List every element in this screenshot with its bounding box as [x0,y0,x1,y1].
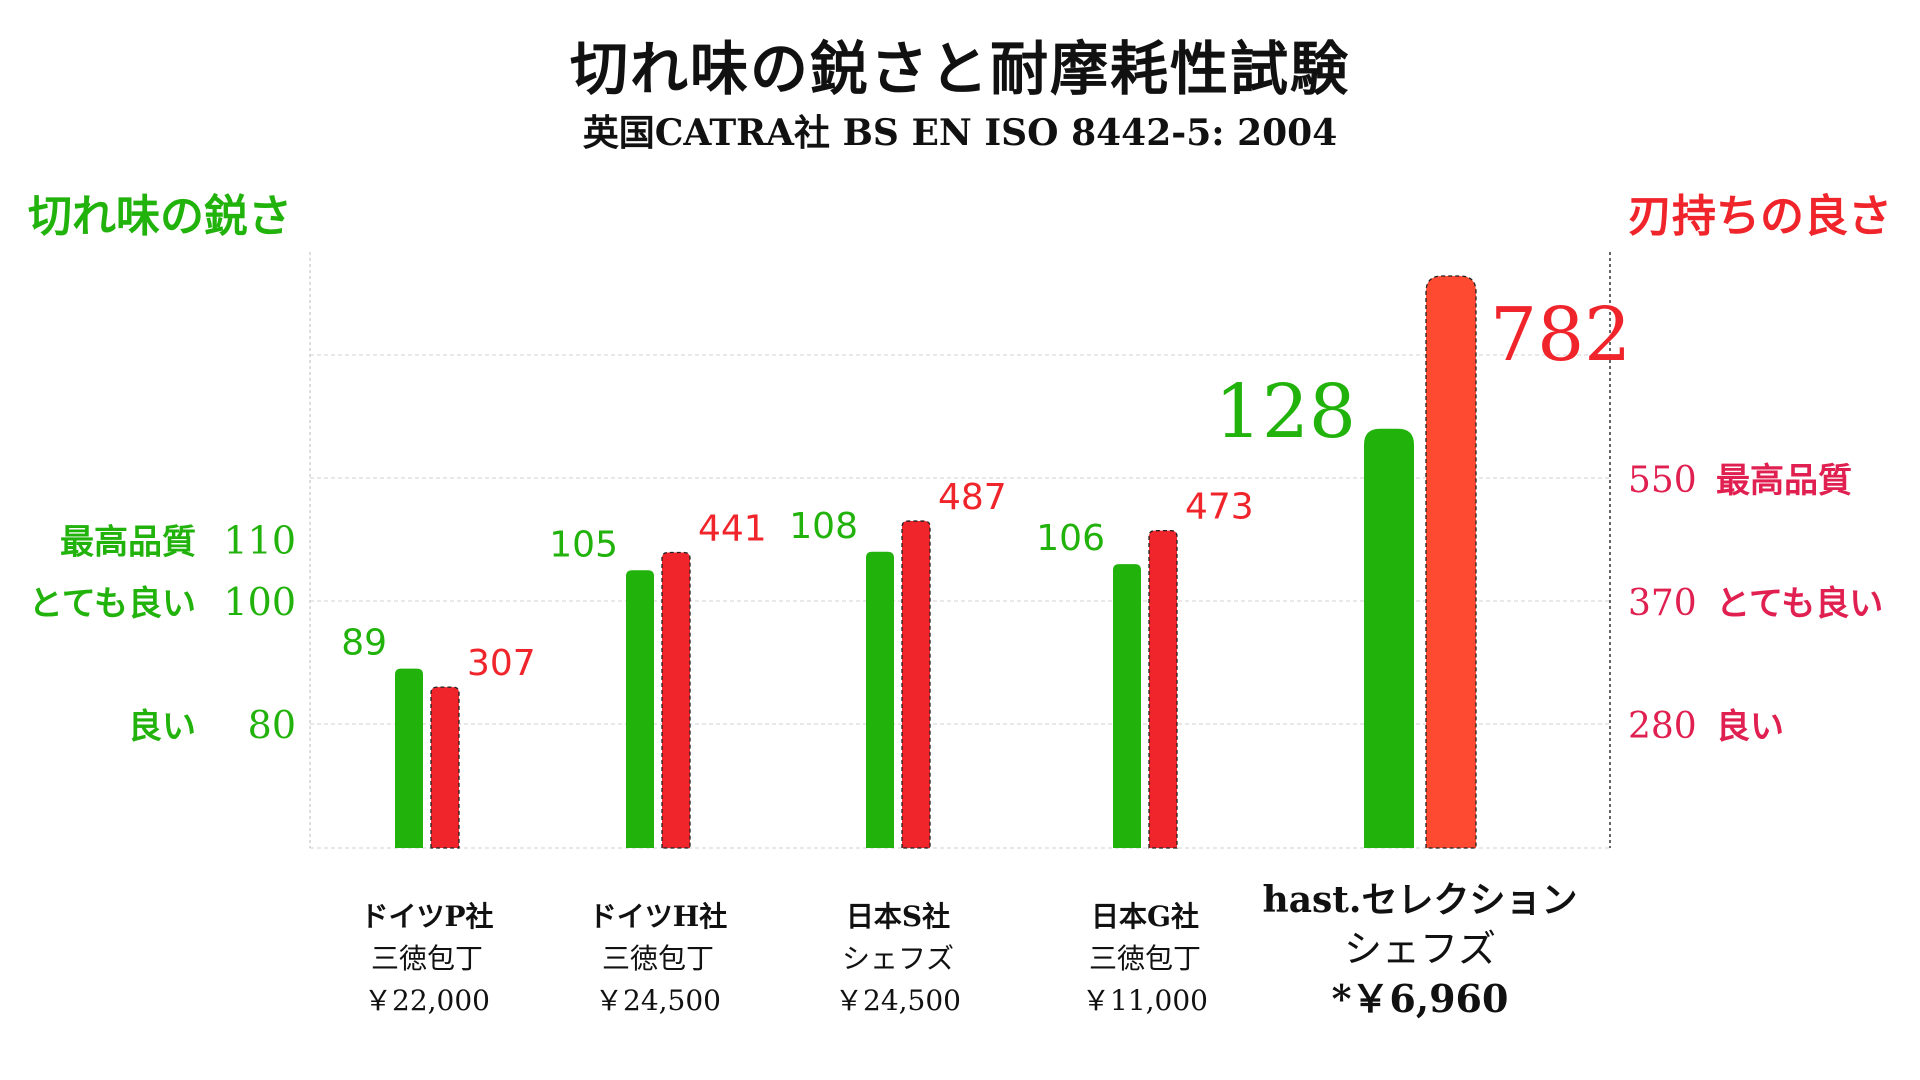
sharpness-bar [626,570,654,848]
right-axis-title: 刃持ちの良さ [1628,191,1892,242]
sharpness-value-label: 108 [789,506,858,547]
category-label: 三徳包丁 [1089,942,1201,975]
right-tick-rating: 良い [1716,707,1784,747]
category-label: 三徳包丁 [602,942,714,975]
right-tick-label: 550 [1628,460,1697,501]
durability-bar [901,520,931,849]
category-label: ￥22,000 [364,984,490,1017]
durability-value-label: 441 [698,508,767,549]
category-label: ドイツP社 [360,900,493,933]
chart-title: 切れ味の鋭さと耐摩耗性試験 [569,35,1350,103]
durability-value-label: 307 [467,643,536,684]
category-label: 日本G社 [1091,900,1199,933]
right-tick-label: 280 [1628,706,1697,747]
sharpness-value-label: 105 [549,524,618,565]
right-tick-rating: 最高品質 [1716,461,1852,501]
sharpness-bar [395,668,423,848]
category-label: 日本S社 [846,900,950,933]
durability-value-label: 487 [938,477,1007,518]
durability-bar [430,686,460,849]
category-label: *￥6,960 [1332,976,1509,1021]
sharpness-value-label: 89 [341,623,387,664]
chart-subtitle: 英国CATRA社 BS EN ISO 8442-5: 2004 [582,112,1338,154]
right-tick-rating: とても良い [1716,584,1883,624]
left-tick-label: 80 [248,703,296,747]
category-label: hast.セレクション [1263,879,1578,921]
sharpness-bar [1113,564,1141,848]
left-tick-rating: とても良い [29,584,196,624]
sharpness-bar [1364,428,1414,848]
durability-bar [661,551,691,849]
durability-bar [1425,275,1477,849]
durability-bar [1148,529,1178,849]
left-tick-rating: 良い [128,707,196,747]
category-label: ￥24,500 [595,984,721,1017]
sharpness-bar [866,551,894,848]
sharpness-value-label: 106 [1036,518,1105,559]
category-label: ￥11,000 [1082,984,1208,1017]
category-label: ドイツH社 [589,900,727,933]
durability-value-label: 782 [1490,292,1631,378]
right-tick-label: 370 [1628,583,1697,624]
category-label: シェフズ [842,942,954,975]
category-label: 三徳包丁 [371,942,483,975]
left-tick-label: 110 [223,519,296,563]
left-axis-title: 切れ味の鋭さ [28,191,292,242]
durability-value-label: 473 [1185,487,1254,528]
category-label: ￥24,500 [835,984,961,1017]
sharpness-value-label: 128 [1215,369,1356,455]
left-tick-label: 100 [223,580,296,624]
left-tick-rating: 最高品質 [60,523,196,563]
category-label: シェフズ [1344,927,1496,971]
